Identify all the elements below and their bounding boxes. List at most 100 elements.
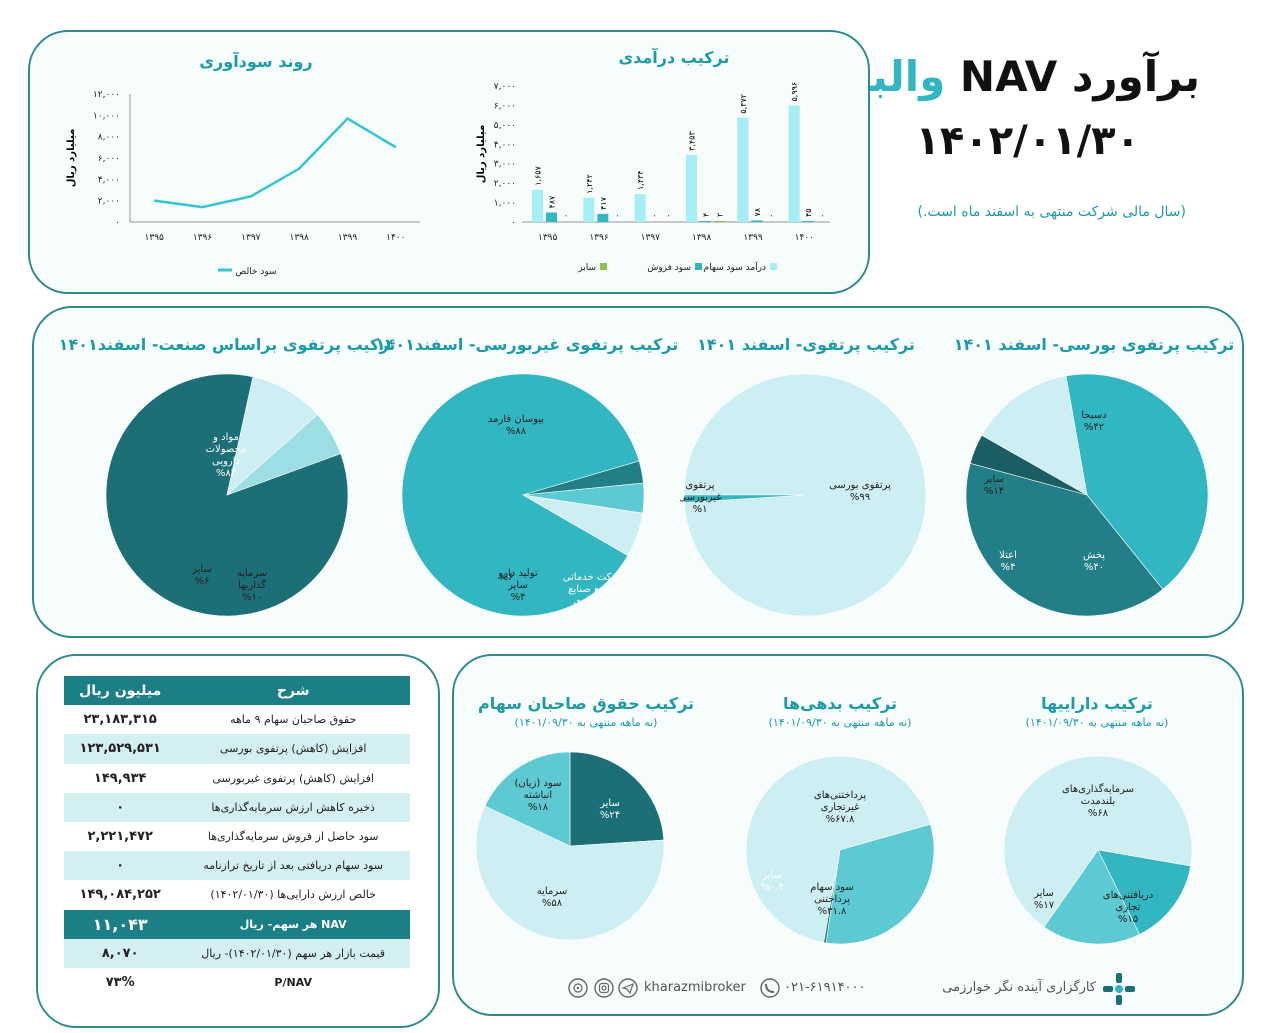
legend-swatch xyxy=(600,263,607,270)
phone-icon xyxy=(760,978,780,998)
legend-swatch xyxy=(695,263,702,270)
row-value: ۱۱,۰۴۳ xyxy=(64,909,177,939)
slice-label-group: سود (زیان)انباشته%۱۸ xyxy=(515,778,562,813)
table-row: افزایش (کاهش) پرتفوی بورسی ۱۲۳,۵۲۹,۵۳۱ xyxy=(64,734,410,764)
social-handle: kharazmibroker xyxy=(644,980,746,995)
slice-label: سرمایه xyxy=(237,568,267,579)
row-value: ۱۴۹,۹۳۴ xyxy=(93,770,147,786)
legend-swatch xyxy=(770,263,777,270)
row-value: ۰ xyxy=(64,851,177,881)
slice-label: بیوسان فارمد xyxy=(488,414,544,425)
slice-percent: %۶ xyxy=(195,576,210,587)
bar-data-label: ۷۸ xyxy=(753,207,762,216)
title-nav: برآورد NAV xyxy=(959,52,1200,101)
slice-label-group: اعتلا%۴ xyxy=(999,550,1017,573)
profit-chart-title: روند سودآوری xyxy=(199,52,313,71)
y-tick-label: ۶,۰۰۰ xyxy=(98,154,120,164)
y-tick-label: ۳,۰۰۰ xyxy=(494,160,516,170)
slice-label: غیرتجاری xyxy=(821,802,860,813)
pie-slice xyxy=(981,375,1088,496)
y-tick-label: ۸,۰۰۰ xyxy=(98,133,120,143)
slice-label: پرداختنی xyxy=(814,894,850,905)
slice-percent: %۵۸ xyxy=(542,898,563,909)
table-row: قیمت بازار هر سهم (۱۴۰۲/۰۱/۳۰)- ریال ۸,۰۷… xyxy=(64,938,410,968)
slice-label: محصولات xyxy=(206,444,247,455)
slice-label: سایر xyxy=(599,798,620,809)
nav-table: شرح میلیون ریال حقوق صاحبان سهام ۹ ماهه ۲… xyxy=(64,676,410,997)
slice-percent: %۱۰ xyxy=(242,592,262,603)
slice-label: تجاری xyxy=(1116,902,1141,913)
slice-label-group: دسبحا%۴۲ xyxy=(1081,410,1106,433)
slice-label-group: سایر%۱۴ xyxy=(983,474,1004,497)
bar-other xyxy=(714,221,725,222)
bar-data-label: ۲ xyxy=(716,213,725,217)
x-tick-label: ۱۳۹۶ xyxy=(589,233,609,243)
slice-label: سود سهام xyxy=(810,882,853,893)
row-value: ۷۳% xyxy=(105,974,135,990)
pie-slice xyxy=(1097,849,1191,935)
y-tick-label: ۱۲,۰۰۰ xyxy=(93,90,120,100)
x-tick-label: ۱۳۹۹ xyxy=(743,233,763,243)
x-tick-label: ۱۳۹۷ xyxy=(241,233,261,243)
slice-percent: %۸۸ xyxy=(506,426,527,437)
slice-percent: %۴ xyxy=(511,592,526,603)
slice-label: داروسازی xyxy=(574,596,615,607)
table-row: افزایش (کاهش) پرتفوی غیربورسی ۱۴۹,۹۳۴ xyxy=(64,764,410,793)
bar-data-label: ۵,۹۹۶ xyxy=(790,82,799,102)
page-title: برآورد NAV والبر xyxy=(846,52,1200,101)
slice-label: دسبحا xyxy=(1081,410,1106,421)
y-tick-label: ۴,۰۰۰ xyxy=(98,175,120,185)
pie-slice xyxy=(823,849,841,944)
bar-dividend-income xyxy=(532,189,543,222)
portfolio-title: ترکیب پرتفوی- اسفند ۱۴۰۱ xyxy=(697,335,915,354)
slice-percent: %۴۲ xyxy=(1084,422,1104,433)
row-label: افزایش (کاهش) پرتفوی بورسی xyxy=(176,734,410,764)
slice-label: شرکت خدماتی xyxy=(563,572,626,583)
pie-slice xyxy=(401,373,640,617)
x-tick-label: ۱۳۹۶ xyxy=(193,233,213,243)
slice-label-group: بیوسان فارمد%۸۸ xyxy=(488,414,544,437)
slice-percent: %۱۸ xyxy=(528,802,549,813)
broker-name: کارگزاری آینده نگر خوارزمی xyxy=(942,980,1096,995)
pie-slice xyxy=(745,755,931,943)
slice-label-group: سایر%۱۷ xyxy=(1033,888,1055,911)
report-date: ۱۴۰۲/۰۱/۳۰ xyxy=(915,118,1140,164)
slice-label: سایر xyxy=(191,564,212,575)
slice-label: تولید دارو xyxy=(497,568,538,579)
bar-data-label: ۴۱۷ xyxy=(599,196,608,210)
slice-percent: %۴۰ xyxy=(1084,562,1104,573)
bar-data-label: ۳,۴۵۳ xyxy=(688,130,697,150)
profit-line-chart: ۰ ۲,۰۰۰ ۴,۰۰۰ ۶,۰۰۰ ۸,۰۰۰ ۱۰,۰۰۰ ۱۲,۰۰۰ ۱۳۹۵ ۱۳۹… xyxy=(66,90,420,277)
table-header-row: شرح میلیون ریال xyxy=(64,676,410,706)
row-label: P/NAV xyxy=(274,975,312,989)
slice-percent: %۴ xyxy=(1001,562,1016,573)
instagram-icon[interactable] xyxy=(594,978,614,998)
row-label: خالص ارزش دارایی‌ها (۱۴۰۲/۰۱/۳۰) xyxy=(210,888,376,902)
col-header-description: شرح xyxy=(176,676,410,706)
pie-slice xyxy=(569,751,665,847)
slice-percent: %۶۷.۸ xyxy=(826,814,855,825)
listed-portfolio-pie: دسبحا%۴۲ پخش%۴۰ اعتلا%۴ سایر%۱۴ xyxy=(965,373,1209,617)
slice-label: سایر xyxy=(507,580,528,591)
slice-percent: %۶۸ xyxy=(1088,808,1109,819)
bar-data-label: ۱,۶۵۷ xyxy=(534,165,543,185)
slice-label: اعتلا xyxy=(999,550,1017,561)
telegram-icon[interactable] xyxy=(618,978,638,998)
slice-label: مجتمع صنایع xyxy=(568,584,620,595)
x-tick-label: ۱۴۰۰ xyxy=(386,233,405,243)
y-tick-label: ۱۰,۰۰۰ xyxy=(93,111,120,121)
aparat-icon[interactable] xyxy=(568,978,588,998)
bar-data-label: ۰ xyxy=(650,214,659,218)
y-axis-label: میلیارد ریال xyxy=(66,129,77,188)
slice-label: گذاریها xyxy=(238,579,266,591)
row-value: ۱۴۹,۰۸۴,۲۵۲ xyxy=(79,887,161,903)
row-label: افزایش (کاهش) پرتفوی غیربورسی xyxy=(212,771,374,785)
table-row: ذخیره کاهش ارزش سرمایه‌گذاری‌ها ۰ xyxy=(64,792,410,822)
row-label: NAV هر سهم- ریال xyxy=(176,909,410,939)
